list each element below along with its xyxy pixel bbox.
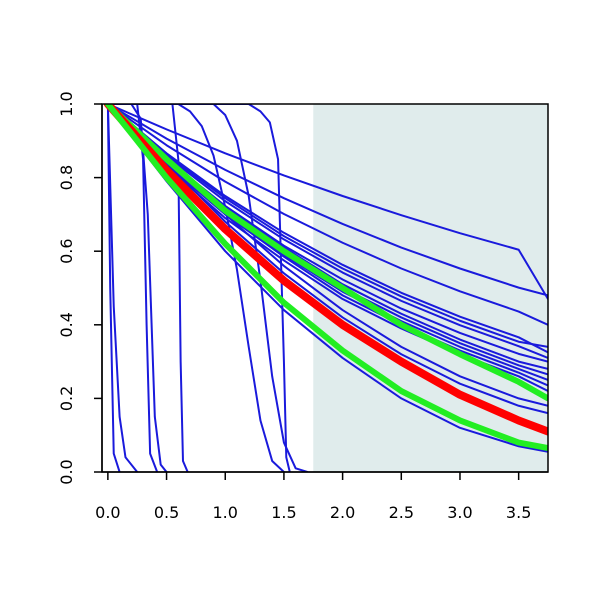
y-tick-label: 0.4 [57,312,76,337]
blue-curve-3 [106,104,168,472]
blue-curve-12 [106,104,548,354]
blue-curve-21 [106,104,548,415]
y-tick-label: 0.0 [57,459,76,484]
x-tick-label: 1.5 [271,503,296,522]
green-curve-23 [104,104,548,402]
x-tick-label: 2.5 [389,503,414,522]
blue-curve-4 [106,104,189,472]
blue-curve-13 [106,104,548,359]
y-tick-label: 1.0 [57,91,76,116]
x-tick-label: 0.0 [95,503,120,522]
series-layer [103,104,548,472]
red-curve-24 [103,104,548,436]
y-tick-label: 0.6 [57,238,76,263]
y-axis-ticks: 0.0 0.2 0.4 0.6 0.8 1.0 [57,91,102,485]
y-tick-label: 0.8 [57,165,76,190]
blue-curve-1 [106,104,139,472]
x-tick-label: 0.5 [154,503,179,522]
blue-curve-2 [106,104,159,472]
blue-curve-10 [106,104,548,326]
blue-curve-5 [106,104,285,472]
x-tick-label: 1.0 [213,503,238,522]
blue-curve-9 [106,104,548,297]
green-curve-25 [104,104,548,452]
blue-curve-8 [106,104,548,301]
blue-curve-11 [106,104,548,348]
x-tick-label: 3.0 [447,503,472,522]
x-tick-label: 2.0 [330,503,355,522]
blue-curve-7 [106,104,291,472]
shaded-region [313,104,548,472]
x-axis-ticks: 0.0 0.5 1.0 1.5 2.0 2.5 3.0 3.5 [95,472,531,522]
x-tick-label: 3.5 [506,503,531,522]
y-tick-label: 0.2 [57,386,76,411]
blue-curve-0 [106,104,121,472]
